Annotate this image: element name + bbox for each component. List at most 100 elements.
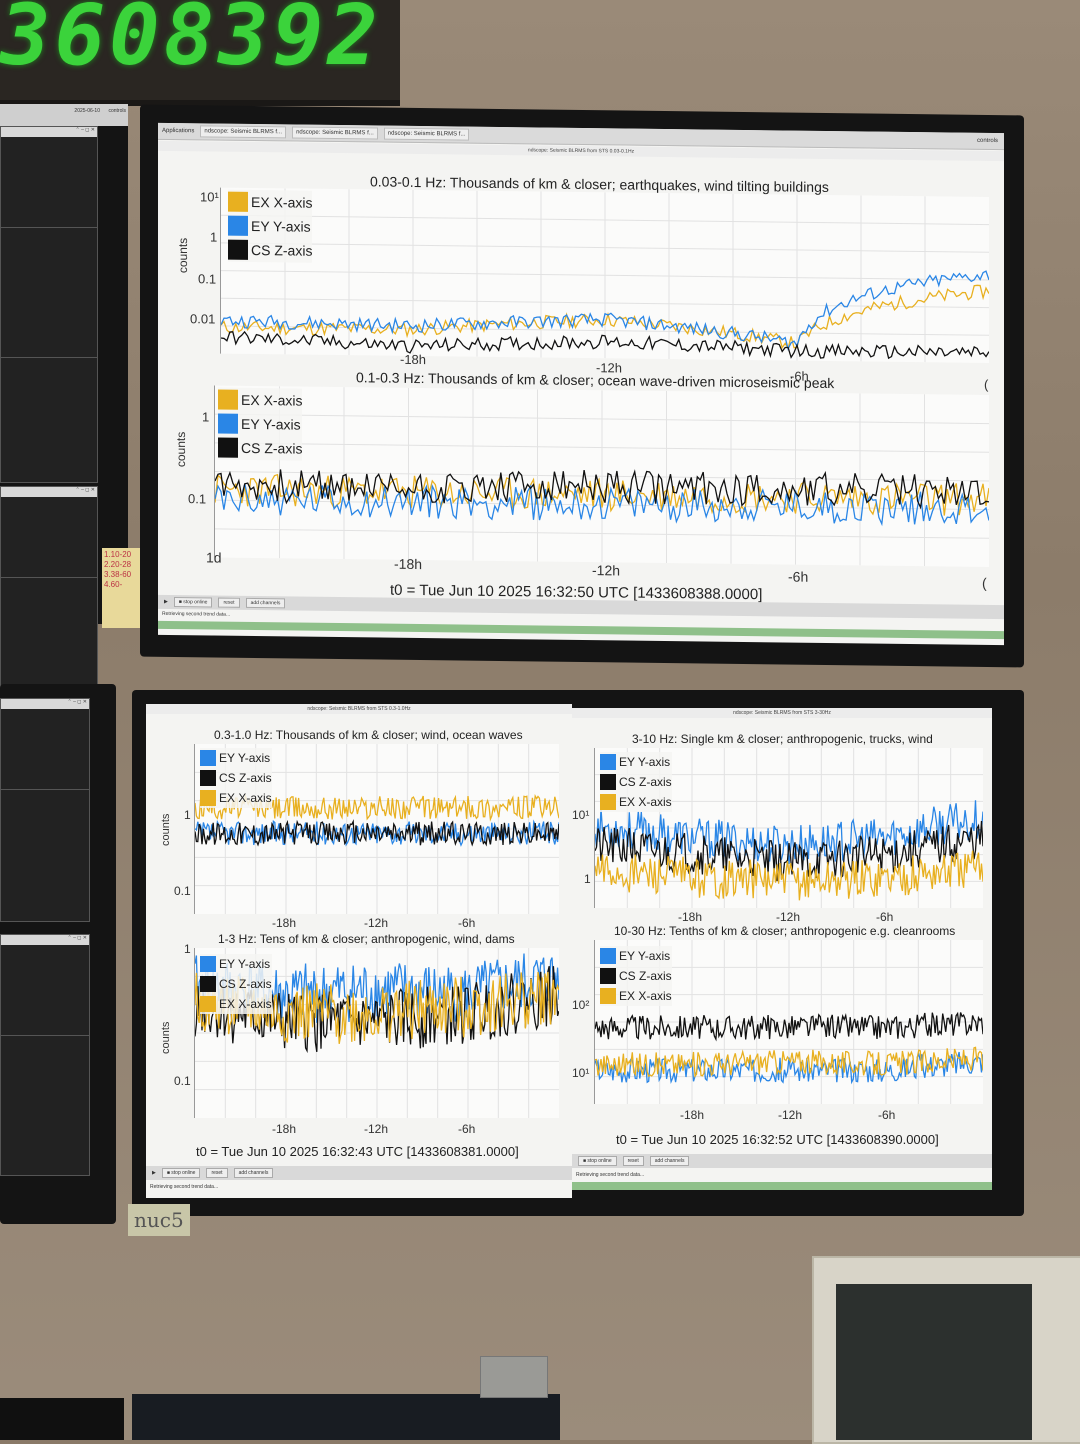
br-plot2-ytick-1: 10¹ bbox=[572, 1066, 590, 1080]
taskbar-window-3[interactable]: ndscope: Seismic BLRMS f... bbox=[383, 127, 470, 141]
br-plot2-legend-item: CS Z-axis bbox=[600, 966, 672, 986]
plot1-svg bbox=[221, 188, 989, 363]
series-line-ex-x-axis bbox=[215, 473, 989, 516]
led-digits: 3608392 bbox=[0, 0, 383, 84]
add-channels-button[interactable]: add channels bbox=[245, 597, 286, 609]
legend-swatch bbox=[228, 239, 248, 260]
plot1-legend-item: EY Y-axis bbox=[228, 214, 312, 239]
legend-swatch bbox=[200, 956, 216, 972]
br-plot2-xtick-2: -6h bbox=[878, 1108, 896, 1122]
bl-plot2-legend-item: EX X-axis bbox=[200, 994, 272, 1014]
plot1-area[interactable] bbox=[220, 187, 989, 363]
add-channels-button[interactable]: add channels bbox=[649, 1156, 690, 1166]
bl-plot1-ytick-0: 1 bbox=[184, 808, 191, 822]
plot1-legend-item: EX X-axis bbox=[228, 190, 312, 215]
bl-plot1-legend-item: CS Z-axis bbox=[200, 768, 272, 788]
series-line-cs-z-axis bbox=[595, 1011, 983, 1042]
plot1-legend-item: CS Z-axis bbox=[228, 238, 312, 263]
br-plot2-svg bbox=[595, 940, 983, 1104]
taskbar-window-1[interactable]: ndscope: Seismic BLRMS f... bbox=[200, 125, 287, 139]
grid-line bbox=[221, 297, 989, 309]
bottom-right-window: ndscope: Seismic BLRMS from STS 3-30Hz 3… bbox=[572, 708, 992, 1190]
plot1-ytick-3: 0.01 bbox=[190, 311, 216, 327]
reset-button[interactable]: reset bbox=[218, 597, 240, 608]
legend-swatch bbox=[200, 750, 216, 766]
br-plot1-legend: EY Y-axis CS Z-axis EX X-axis bbox=[600, 752, 672, 812]
plot2-xtick-3: ( bbox=[982, 574, 987, 591]
legend-swatch bbox=[600, 948, 616, 964]
plot2-area[interactable] bbox=[214, 385, 989, 567]
plot2-ytick-1: 0.1 bbox=[188, 491, 207, 507]
bl-plot1-title: 0.3-1.0 Hz: Thousands of km & closer; wi… bbox=[214, 728, 523, 742]
bl-plot1-legend-item: EX X-axis bbox=[200, 788, 272, 808]
legend-swatch bbox=[600, 988, 616, 1004]
bl-plot2-ytick-0: 1 bbox=[184, 942, 191, 956]
top-status-text: Retrieving second trend data... bbox=[162, 610, 231, 618]
bl-plot1-legend-item: EY Y-axis bbox=[200, 748, 272, 768]
series-line-ey-y-axis bbox=[221, 270, 989, 351]
plot2-range-label: 1d bbox=[206, 549, 222, 566]
room-label-card: nuc5 bbox=[128, 1204, 190, 1236]
led-gps-clock: 3608392 bbox=[0, 0, 400, 106]
taskbar-user: controls bbox=[976, 137, 998, 145]
play-icon[interactable]: ▶ bbox=[152, 1170, 156, 1176]
br-plot2-legend-item: EY Y-axis bbox=[600, 946, 672, 966]
bl-plot2-ylabel: counts bbox=[160, 1021, 172, 1054]
br-plot1-xtick-0: -18h bbox=[678, 910, 703, 924]
left-taskbar: 2025-06-10 controls bbox=[0, 104, 128, 126]
bl-plot2-legend-item: CS Z-axis bbox=[200, 974, 272, 994]
br-plot2-ytick-0: 10² bbox=[572, 998, 590, 1012]
legend-swatch bbox=[218, 413, 238, 434]
grid-line bbox=[221, 242, 989, 253]
br-status-bar: ■ stop online reset add channels bbox=[572, 1154, 992, 1168]
br-green-strip bbox=[572, 1182, 992, 1190]
bl-plot1-xtick-1: -12h bbox=[364, 916, 389, 930]
plot2-legend-item: CS Z-axis bbox=[218, 436, 302, 461]
play-icon[interactable]: ▶ bbox=[164, 598, 168, 605]
legend-swatch bbox=[228, 215, 248, 236]
reset-button[interactable]: reset bbox=[622, 1156, 644, 1166]
series-line-ex-x-axis bbox=[195, 971, 559, 1045]
br-status-text: Retrieving second trend data... bbox=[576, 1172, 645, 1178]
left-pane-4: ⌃ – ◻ ✕ bbox=[0, 934, 90, 1176]
legend-swatch bbox=[600, 754, 616, 770]
top-monitor: Applications ndscope: Seismic BLRMS f...… bbox=[140, 104, 1024, 668]
plot1-xtick-0: -18h bbox=[400, 351, 427, 368]
br-plot1-legend-item: CS Z-axis bbox=[600, 772, 672, 792]
br-plot1-ytick-0: 10¹ bbox=[572, 808, 590, 822]
plot1-ytick-1: 1 bbox=[210, 229, 218, 245]
left-monitor-bottom: ⌃ – ◻ ✕ ⌃ – ◻ ✕ bbox=[0, 684, 116, 1224]
legend-swatch bbox=[200, 790, 216, 806]
series-line-ex-x-axis bbox=[221, 284, 989, 351]
top-green-strip bbox=[158, 620, 1004, 640]
series-line-cs-z-axis bbox=[195, 966, 559, 1054]
top-screen: Applications ndscope: Seismic BLRMS f...… bbox=[158, 122, 1004, 646]
br-t0-label: t0 = Tue Jun 10 2025 16:32:52 UTC [14336… bbox=[616, 1132, 939, 1147]
applications-menu[interactable]: Applications bbox=[162, 127, 195, 135]
series-line-cs-z-axis bbox=[595, 820, 983, 882]
crt-screen bbox=[836, 1284, 1032, 1440]
stop-online-button[interactable]: ■ stop online bbox=[578, 1156, 617, 1166]
bl-status-text: Retrieving second trend data... bbox=[150, 1184, 219, 1190]
br-plot2-area[interactable] bbox=[594, 940, 983, 1104]
grid-line bbox=[215, 471, 989, 482]
reset-button[interactable]: reset bbox=[206, 1168, 228, 1178]
bl-plot1-xtick-0: -18h bbox=[272, 916, 297, 930]
add-channels-button[interactable]: add channels bbox=[233, 1168, 274, 1178]
br-plot2-title: 10-30 Hz: Tenths of km & closer; anthrop… bbox=[614, 924, 956, 938]
taskbar-window-2[interactable]: ndscope: Seismic BLRMS f... bbox=[292, 126, 378, 140]
bl-plot2-legend-item: EY Y-axis bbox=[200, 954, 272, 974]
stop-online-button[interactable]: ■ stop online bbox=[161, 1168, 201, 1178]
br-plot2-legend: EY Y-axis CS Z-axis EX X-axis bbox=[600, 946, 672, 1006]
wall-outlet bbox=[480, 1356, 548, 1398]
br-plot1-xtick-1: -12h bbox=[776, 910, 801, 924]
bl-plot2-title: 1-3 Hz: Tens of km & closer; anthropogen… bbox=[218, 932, 515, 946]
grid-line bbox=[215, 442, 989, 453]
bottom-monitor: ndscope: Seismic BLRMS from STS 0.3-1.0H… bbox=[132, 690, 1024, 1216]
plot2-xtick-0: -18h bbox=[394, 555, 423, 573]
plot1-ytick-2: 0.1 bbox=[198, 271, 217, 287]
series-line-ex-x-axis bbox=[595, 850, 983, 901]
br-plot2-xtick-1: -12h bbox=[778, 1108, 803, 1122]
bl-plot1-legend: EY Y-axis CS Z-axis EX X-axis bbox=[200, 748, 272, 808]
stop-online-button[interactable]: ■ stop online bbox=[173, 597, 213, 608]
